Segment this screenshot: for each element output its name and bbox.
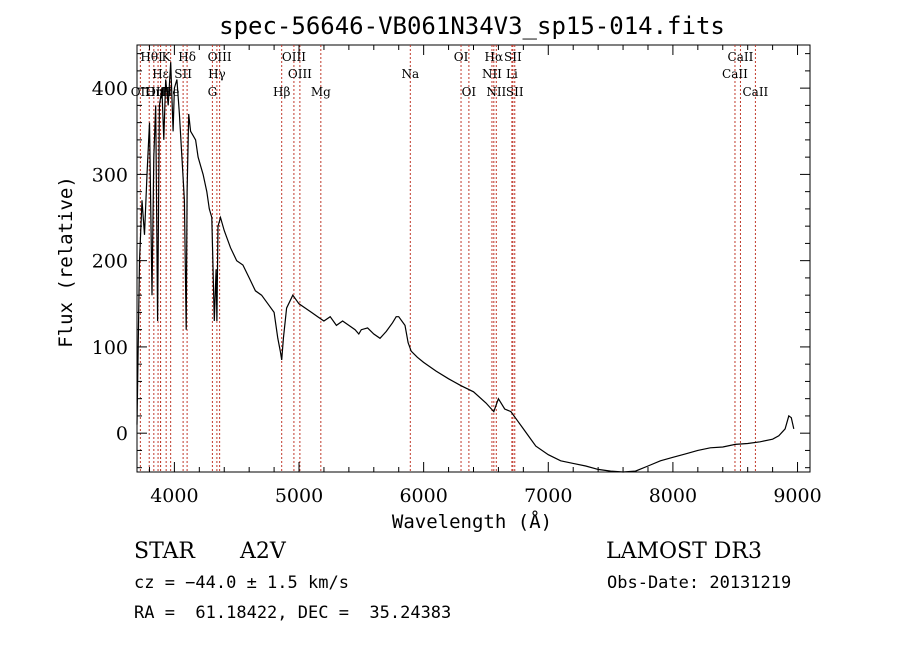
y-tick-label: 400 xyxy=(92,78,128,100)
object-class: STAR xyxy=(134,539,195,564)
line-label: OI xyxy=(454,50,469,64)
x-tick-label: 8000 xyxy=(649,485,697,507)
survey-name: LAMOST DR3 xyxy=(606,539,762,564)
cz-value: cz = −44.0 ± 1.5 km/s xyxy=(134,573,349,593)
spectrum-line xyxy=(136,62,795,473)
y-tick-label: 200 xyxy=(92,251,128,273)
line-label: SII xyxy=(174,67,192,81)
y-axis: 0 100 200 300 400 xyxy=(92,53,810,469)
line-label: Hβ xyxy=(273,85,290,99)
x-tick-label: 7000 xyxy=(524,485,572,507)
line-label: Li xyxy=(506,67,518,81)
line-labels: OII Hθ OIII I Hε K Hη He SII Hδ OIII Hγ G Hβ OIII OIII M… xyxy=(131,50,769,99)
y-tick-label: 300 xyxy=(92,164,128,186)
line-label: SII xyxy=(506,85,524,99)
x-tick-label: 4000 xyxy=(150,485,198,507)
line-label: Hη xyxy=(145,85,163,99)
x-tick-label: 5000 xyxy=(275,485,323,507)
line-label: Hθ xyxy=(140,50,158,64)
line-label: CaII xyxy=(728,50,754,64)
obs-date: Obs-Date: 20131219 xyxy=(607,573,792,593)
line-label: G xyxy=(208,85,218,99)
chart-title: spec-56646-VB061N34V3_sp15-014.fits xyxy=(219,12,725,40)
line-label: OIII xyxy=(288,67,312,81)
y-tick-label: 100 xyxy=(92,337,128,359)
x-axis-label: Wavelength (Å) xyxy=(392,510,552,533)
x-tick-label: 9000 xyxy=(773,485,821,507)
y-tick-label: 0 xyxy=(116,423,128,445)
line-label: I xyxy=(158,50,163,64)
x-axis: 4000 5000 6000 7000 8000 9000 xyxy=(148,45,822,507)
line-label: Na xyxy=(401,67,419,81)
line-label: K xyxy=(162,50,172,64)
line-label: He xyxy=(162,85,180,99)
line-label: NII xyxy=(486,85,506,99)
line-label: OIII xyxy=(282,50,306,64)
line-label: OI xyxy=(462,85,477,99)
line-markers xyxy=(139,45,756,472)
line-label: Hα xyxy=(485,50,504,64)
line-label: SII xyxy=(504,50,522,64)
line-label: Hε xyxy=(152,67,169,81)
x-tick-label: 6000 xyxy=(399,485,447,507)
coordinates: RA = 61.18422, DEC = 35.24383 xyxy=(134,603,452,623)
line-label: Hγ xyxy=(208,67,226,81)
subclass: A2V xyxy=(240,539,286,564)
line-label: OIII xyxy=(208,50,232,64)
line-label: Hδ xyxy=(178,50,196,64)
line-label: Mg xyxy=(311,85,331,99)
line-label: CaII xyxy=(722,67,748,81)
line-label: OIII xyxy=(146,85,170,99)
line-label: OII xyxy=(131,85,151,99)
plot-frame xyxy=(136,44,811,473)
line-label: NII xyxy=(482,67,502,81)
line-label: CaII xyxy=(742,85,768,99)
y-axis-label: Flux (relative) xyxy=(55,176,77,348)
